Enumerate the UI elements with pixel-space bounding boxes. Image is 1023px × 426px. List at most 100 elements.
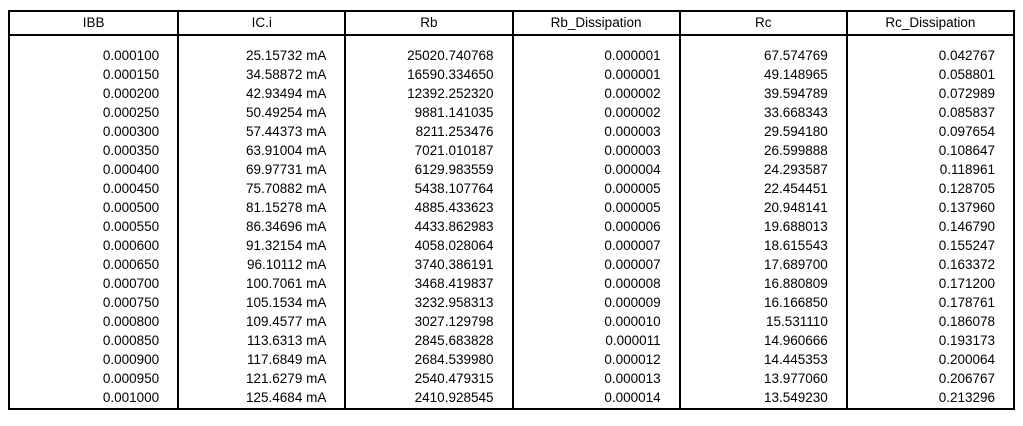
table-cell-rb-dissipation-row-14: 0.000009 <box>604 295 661 310</box>
table-cell-rb-row-4: 9881.141035 <box>414 105 494 120</box>
table-cell-ic-i-row-7: 69.97731 mA <box>246 162 327 177</box>
table-cell-rb-row-19: 2410.928545 <box>414 390 494 405</box>
table-cell-ibb-row-3: 0.000200 <box>102 86 160 101</box>
table-cell-rb-row-1: 25020.740768 <box>407 48 494 63</box>
table-cell-rc-dissipation-row-9: 0.137960 <box>938 200 995 215</box>
table-cell-rc-dissipation-row-2: 0.058801 <box>938 67 995 82</box>
table-cell-rb-dissipation-row-4: 0.000002 <box>604 105 661 120</box>
table-cell-ibb-row-10: 0.000550 <box>102 219 160 234</box>
column-header-rc-dissipation: Rc_Dissipation <box>845 12 1013 34</box>
table-cell-rc-dissipation-row-12: 0.163372 <box>938 257 995 272</box>
table-cell-rc-row-2: 49.148965 <box>764 67 828 82</box>
table-cell-ibb-row-8: 0.000450 <box>102 181 160 196</box>
table-cell-rc-dissipation-row-5: 0.097654 <box>938 124 995 139</box>
table-cell-rb-row-16: 2845.683828 <box>414 333 494 348</box>
table-cell-ibb-row-12: 0.000650 <box>102 257 160 272</box>
table-cell-ibb-row-13: 0.000700 <box>102 276 160 291</box>
table-cell-rc-dissipation-row-13: 0.171200 <box>938 276 995 291</box>
table-cell-rb-row-12: 3740.386191 <box>414 257 494 272</box>
column-header-ic-i: IC.i <box>177 12 344 34</box>
table-column-rb-dissipation: 0.000001 0.000001 0.000002 0.000002 0.000003… <box>511 36 679 408</box>
table-cell-rb-row-15: 3027.129798 <box>414 314 494 329</box>
table-cell-rc-dissipation-row-1: 0.042767 <box>938 48 995 63</box>
table-cell-rb-dissipation-row-19: 0.000014 <box>604 390 661 405</box>
table-cell-ic-i-row-10: 86.34696 mA <box>246 219 327 234</box>
table-cell-ic-i-row-6: 63.91004 mA <box>246 143 327 158</box>
table-cell-rc-row-18: 13.977060 <box>764 371 828 386</box>
table-cell-rc-row-6: 26.599888 <box>764 143 828 158</box>
table-cell-ic-i-row-5: 57.44373 mA <box>246 124 327 139</box>
table-cell-ic-i-row-16: 113.6313 mA <box>247 333 327 348</box>
table-cell-ibb-row-19: 0.001000 <box>102 390 160 405</box>
table-cell-rc-dissipation-row-3: 0.072989 <box>938 86 995 101</box>
table-cell-rb-dissipation-row-10: 0.000006 <box>604 219 661 234</box>
table-cell-ibb-row-5: 0.000300 <box>102 124 160 139</box>
table-cell-rc-dissipation-row-14: 0.178761 <box>938 295 995 310</box>
table-cell-rb-row-8: 5438.107764 <box>414 181 494 196</box>
table-cell-ic-i-row-18: 121.6279 mA <box>246 371 327 386</box>
table-cell-rb-dissipation-row-9: 0.000005 <box>604 200 661 215</box>
table-cell-rc-row-7: 24.293587 <box>764 162 828 177</box>
table-cell-rc-dissipation-row-17: 0.200064 <box>938 352 995 367</box>
table-cell-ic-i-row-1: 25.15732 mA <box>246 48 327 63</box>
table-cell-ic-i-row-13: 100.7061 mA <box>246 276 327 291</box>
table-cell-rc-row-19: 13.549230 <box>764 390 828 405</box>
table-cell-rb-dissipation-row-16: 0.000011 <box>605 333 661 348</box>
table-column-rb: 25020.740768 16590.334650 12392.252320 9881… <box>344 36 511 408</box>
table-cell-rb-dissipation-row-13: 0.000008 <box>604 276 661 291</box>
table-cell-rb-row-3: 12392.252320 <box>407 86 494 101</box>
table-cell-ic-i-row-3: 42.93494 mA <box>246 86 327 101</box>
table-cell-rb-row-13: 3468.419837 <box>414 276 494 291</box>
table-cell-rc-row-12: 17.689700 <box>764 257 828 272</box>
column-header-rc: Rc <box>678 12 846 34</box>
table-cell-ic-i-row-11: 91.32154 mA <box>246 238 327 253</box>
table-cell-rb-dissipation-row-3: 0.000002 <box>604 86 661 101</box>
table-column-rc: 67.574769 49.148965 39.594789 33.668343 29.5… <box>678 36 846 408</box>
table-cell-rc-dissipation-row-19: 0.213296 <box>938 390 995 405</box>
table-column-rc-dissipation: 0.042767 0.058801 0.072989 0.085837 0.097654… <box>845 36 1013 408</box>
table-cell-ibb-row-11: 0.000600 <box>102 238 160 253</box>
table-cell-ic-i-row-8: 75.70882 mA <box>246 181 327 196</box>
column-header-ibb: IBB <box>82 15 105 30</box>
table-cell-rc-row-4: 33.668343 <box>764 105 828 120</box>
table-cell-ic-i-row-19: 125.4684 mA <box>246 390 327 405</box>
table-cell-rc-dissipation-row-10: 0.146790 <box>938 219 995 234</box>
table-cell-rc-row-15: 15.531110 <box>766 314 828 329</box>
table-cell-rc-dissipation-row-15: 0.186078 <box>938 314 995 329</box>
table-cell-ibb-row-1: 0.000100 <box>102 48 160 63</box>
table-cell-ibb-row-18: 0.000950 <box>102 371 160 386</box>
table-cell-rc-row-17: 14.445353 <box>764 352 828 367</box>
table-header-row: IBB IC.i Rb Rb_Dissipation Rc Rc_Dissipation <box>10 12 1013 36</box>
table-cell-ibb-row-14: 0.000750 <box>102 295 160 310</box>
table-cell-ibb-row-17: 0.000900 <box>102 352 160 367</box>
table-cell-rb-dissipation-row-11: 0.000007 <box>604 238 661 253</box>
results-table: IBB IC.i Rb Rb_Dissipation Rc Rc_Dissipation … <box>8 10 1015 410</box>
table-cell-rc-dissipation-row-6: 0.108647 <box>938 143 995 158</box>
table-cell-ic-i-row-14: 105.1534 mA <box>246 295 327 310</box>
table-cell-ibb-row-4: 0.000250 <box>102 105 160 120</box>
table-cell-rc-row-10: 19.688013 <box>764 219 828 234</box>
table-cell-rb-row-10: 4433.862983 <box>414 219 494 234</box>
table-cell-rb-dissipation-row-1: 0.000001 <box>604 48 661 63</box>
table-cell-ic-i-row-9: 81.15278 mA <box>246 200 327 215</box>
table-cell-rb-dissipation-row-7: 0.000004 <box>604 162 661 177</box>
table-cell-rc-row-1: 67.574769 <box>764 48 828 63</box>
table-cell-rc-row-9: 20.948141 <box>764 200 828 215</box>
table-cell-rc-dissipation-row-11: 0.155247 <box>938 238 995 253</box>
table-cell-rb-row-11: 4058.028064 <box>414 238 494 253</box>
table-cell-rc-dissipation-row-18: 0.206767 <box>938 371 995 386</box>
table-cell-rc-row-3: 39.594789 <box>764 86 828 101</box>
table-cell-rc-row-11: 18.615543 <box>764 238 828 253</box>
table-cell-ibb-row-9: 0.000500 <box>102 200 160 215</box>
table-cell-rb-row-5: 8211.253476 <box>415 124 494 139</box>
column-header-rb: Rb <box>344 12 511 34</box>
table-cell-ic-i-row-4: 50.49254 mA <box>246 105 327 120</box>
table-cell-rc-dissipation-row-16: 0.193173 <box>938 333 995 348</box>
table-cell-rb-dissipation-row-5: 0.000003 <box>604 124 661 139</box>
table-cell-rb-row-7: 6129.983559 <box>414 162 494 177</box>
table-cell-rc-dissipation-row-4: 0.085837 <box>938 105 995 120</box>
table-body: 0.000100 0.000150 0.000200 0.000250 0.000300… <box>10 36 1013 408</box>
table-cell-rc-dissipation-row-7: 0.118961 <box>939 162 995 177</box>
table-cell-rb-row-9: 4885.433623 <box>414 200 494 215</box>
